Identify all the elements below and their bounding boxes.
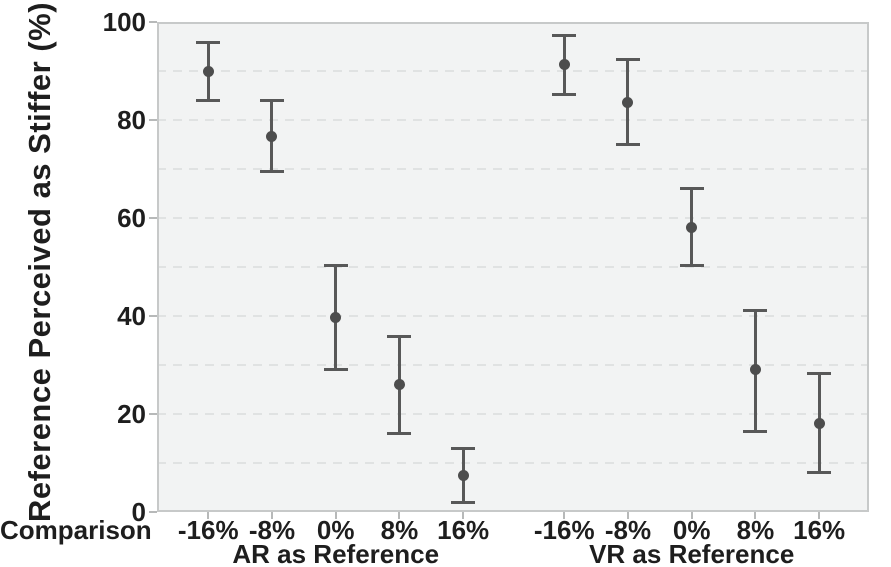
error-bar-cap-bottom-vr-16% xyxy=(807,471,832,475)
error-bar-cap-top-ar-0% xyxy=(323,263,348,267)
y-tick-label-0: 0 xyxy=(131,497,146,527)
error-bar-cap-bottom-vr-0% xyxy=(679,264,704,268)
group-label-vr-as-reference: VR as Reference xyxy=(589,539,795,567)
data-point-dot-ar-16% xyxy=(457,470,469,482)
x-tick-label-vr-16%: 16% xyxy=(793,515,846,545)
error-bar-cap-bottom-ar--16% xyxy=(196,98,221,102)
error-bar-cap-bottom-vr--8% xyxy=(615,143,640,147)
error-bar-cap-top-vr-0% xyxy=(679,186,704,190)
data-point-dot-vr-8% xyxy=(749,364,761,376)
error-bar-cap-bottom-ar-8% xyxy=(387,431,412,435)
y-tick-mark-20 xyxy=(149,413,157,415)
group-label-ar-as-reference: AR as Reference xyxy=(232,539,440,567)
error-bar-cap-bottom-ar-0% xyxy=(323,367,348,371)
gridline-30 xyxy=(157,364,869,366)
x-tick-label-vr--16%: -16% xyxy=(533,515,595,545)
x-tick-mark-ar-0% xyxy=(334,512,337,519)
y-tick-mark-60 xyxy=(149,217,157,219)
error-bar-cap-top-ar--16% xyxy=(196,40,221,44)
error-bar-cap-top-vr--8% xyxy=(615,58,640,62)
x-tick-mark-vr-0% xyxy=(690,512,693,519)
gridline-70 xyxy=(157,168,869,170)
y-tick-mark-100 xyxy=(149,21,157,23)
x-tick-mark-vr--16% xyxy=(563,512,566,519)
y-tick-mark-0 xyxy=(149,511,157,513)
error-bar-cap-top-vr-8% xyxy=(743,308,768,312)
y-tick-label-80: 80 xyxy=(117,105,146,135)
x-tick-mark-vr-16% xyxy=(818,512,821,519)
data-point-dot-vr--8% xyxy=(622,96,634,108)
x-tick-mark-ar--16% xyxy=(207,512,210,519)
y-tick-label-60: 60 xyxy=(117,203,146,233)
x-tick-label-vr--8%: -8% xyxy=(604,515,652,545)
error-bar-cap-top-vr--16% xyxy=(552,34,577,38)
data-point-dot-vr-16% xyxy=(813,418,825,430)
gridline-90 xyxy=(157,70,869,72)
x-tick-mark-vr-8% xyxy=(754,512,757,519)
x-tick-mark-ar-8% xyxy=(398,512,401,519)
x-tick-mark-ar--8% xyxy=(270,512,273,519)
x-tick-label-ar--8%: -8% xyxy=(248,515,296,545)
gridline-60 xyxy=(157,217,869,219)
x-axis-title: Comparison xyxy=(0,515,152,545)
y-tick-label-40: 40 xyxy=(117,301,146,331)
x-tick-mark-vr--8% xyxy=(626,512,629,519)
data-point-dot-ar-0% xyxy=(330,311,342,323)
x-tick-label-ar-8%: 8% xyxy=(380,515,419,545)
error-bar-cap-top-ar-16% xyxy=(451,446,476,450)
x-tick-label-vr-8%: 8% xyxy=(736,515,775,545)
plot-area xyxy=(157,22,869,512)
error-bar-cap-top-ar-8% xyxy=(387,334,412,338)
error-bar-cap-bottom-ar--8% xyxy=(259,169,284,173)
y-tick-mark-80 xyxy=(149,119,157,121)
error-bar-cap-top-ar--8% xyxy=(259,98,284,102)
data-point-dot-ar--8% xyxy=(266,130,278,142)
y-axis-title: Reference Perceived as Stiffer (%) xyxy=(22,1,57,523)
x-tick-mark-ar-16% xyxy=(462,512,465,519)
gridline-20 xyxy=(157,413,869,415)
y-tick-mark-40 xyxy=(149,315,157,317)
gridline-40 xyxy=(157,315,869,317)
data-point-dot-ar-8% xyxy=(393,379,405,391)
data-point-dot-vr--16% xyxy=(558,58,570,70)
gridline-50 xyxy=(157,266,869,268)
gridline-80 xyxy=(157,119,869,121)
x-tick-label-ar-0%: 0% xyxy=(316,515,355,545)
gridline-10 xyxy=(157,462,869,464)
y-tick-label-100: 100 xyxy=(102,7,146,37)
error-bar-cap-top-vr-16% xyxy=(807,372,832,376)
error-bar-cap-bottom-ar-16% xyxy=(451,500,476,504)
x-tick-label-ar--16%: -16% xyxy=(177,515,239,545)
error-bar-cap-bottom-vr-8% xyxy=(743,429,768,433)
x-tick-label-ar-16%: 16% xyxy=(437,515,490,545)
y-tick-label-20: 20 xyxy=(117,399,146,429)
x-tick-label-vr-0%: 0% xyxy=(672,515,711,545)
data-point-dot-vr-0% xyxy=(686,222,698,234)
error-bar-cap-bottom-vr--16% xyxy=(552,92,577,96)
data-point-dot-ar--16% xyxy=(202,65,214,77)
